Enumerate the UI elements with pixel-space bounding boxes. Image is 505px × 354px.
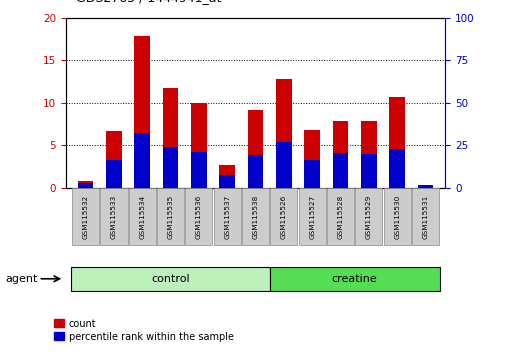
FancyBboxPatch shape <box>241 188 269 245</box>
Text: GSM115529: GSM115529 <box>365 195 371 239</box>
Text: GSM115534: GSM115534 <box>139 195 145 239</box>
Text: GSM115526: GSM115526 <box>280 195 286 239</box>
Bar <box>332 120 347 188</box>
FancyBboxPatch shape <box>72 188 99 245</box>
Text: GSM115527: GSM115527 <box>309 195 315 239</box>
FancyBboxPatch shape <box>71 267 269 291</box>
Bar <box>106 160 122 188</box>
Bar <box>276 79 291 188</box>
Bar <box>134 133 150 188</box>
Bar <box>388 149 404 188</box>
Text: GSM115538: GSM115538 <box>252 195 258 239</box>
FancyBboxPatch shape <box>383 188 410 245</box>
Bar <box>163 88 178 188</box>
Text: GSM115532: GSM115532 <box>82 195 88 239</box>
Bar <box>332 153 347 188</box>
Bar <box>106 131 122 188</box>
Text: agent: agent <box>5 274 37 284</box>
Bar <box>134 36 150 188</box>
FancyBboxPatch shape <box>326 188 354 245</box>
Bar <box>191 103 206 188</box>
FancyBboxPatch shape <box>100 188 127 245</box>
Text: GSM115528: GSM115528 <box>337 195 343 239</box>
Bar <box>78 181 93 188</box>
Bar <box>417 185 432 188</box>
Text: GSM115530: GSM115530 <box>393 195 399 239</box>
Text: GSM115531: GSM115531 <box>422 195 428 239</box>
Bar <box>247 110 263 188</box>
FancyBboxPatch shape <box>269 267 439 291</box>
Text: GSM115535: GSM115535 <box>167 195 173 239</box>
FancyBboxPatch shape <box>270 188 297 245</box>
FancyBboxPatch shape <box>157 188 184 245</box>
Text: GSM115537: GSM115537 <box>224 195 230 239</box>
Bar <box>219 165 234 188</box>
Text: control: control <box>151 274 189 284</box>
Text: creatine: creatine <box>331 274 377 284</box>
Text: GSM115536: GSM115536 <box>195 195 201 239</box>
FancyBboxPatch shape <box>185 188 212 245</box>
Bar <box>417 187 432 188</box>
FancyBboxPatch shape <box>355 188 382 245</box>
Bar <box>304 160 319 188</box>
Bar <box>191 152 206 188</box>
FancyBboxPatch shape <box>411 188 438 245</box>
Bar <box>360 154 376 188</box>
Bar <box>276 142 291 188</box>
Bar <box>360 120 376 188</box>
Legend: count, percentile rank within the sample: count, percentile rank within the sample <box>50 315 237 346</box>
FancyBboxPatch shape <box>213 188 240 245</box>
Text: GDS2765 / 1444941_at: GDS2765 / 1444941_at <box>76 0 221 4</box>
Text: GSM115533: GSM115533 <box>111 195 117 239</box>
Bar <box>247 155 263 188</box>
FancyBboxPatch shape <box>298 188 325 245</box>
Bar <box>388 97 404 188</box>
Bar <box>78 183 93 188</box>
Bar <box>219 175 234 188</box>
Bar <box>304 130 319 188</box>
FancyBboxPatch shape <box>128 188 156 245</box>
Bar <box>163 147 178 188</box>
